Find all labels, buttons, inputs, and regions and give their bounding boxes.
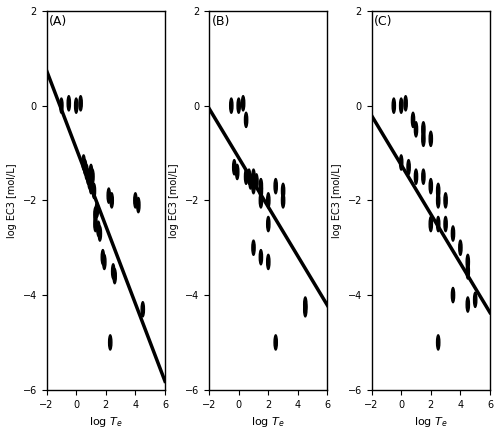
Ellipse shape — [429, 216, 432, 232]
Ellipse shape — [429, 179, 432, 194]
Ellipse shape — [98, 226, 102, 241]
Ellipse shape — [141, 302, 144, 317]
Ellipse shape — [74, 98, 78, 113]
Ellipse shape — [260, 183, 262, 198]
Ellipse shape — [134, 193, 137, 208]
Ellipse shape — [282, 183, 284, 198]
Ellipse shape — [108, 335, 112, 350]
Ellipse shape — [91, 169, 94, 184]
Text: (C): (C) — [374, 15, 392, 28]
Y-axis label: log EC3 [mol/L]: log EC3 [mol/L] — [332, 163, 342, 238]
Ellipse shape — [422, 122, 425, 137]
Ellipse shape — [237, 98, 240, 113]
Ellipse shape — [82, 155, 85, 170]
Ellipse shape — [422, 169, 425, 184]
Ellipse shape — [266, 216, 270, 232]
Ellipse shape — [232, 160, 236, 175]
Y-axis label: log EC3 [mol/L]: log EC3 [mol/L] — [7, 163, 17, 238]
Ellipse shape — [113, 269, 116, 284]
Ellipse shape — [412, 112, 414, 127]
X-axis label: log $T_e$: log $T_e$ — [414, 415, 448, 429]
Ellipse shape — [248, 169, 250, 184]
Ellipse shape — [452, 287, 454, 303]
Ellipse shape — [444, 193, 447, 208]
Ellipse shape — [436, 216, 440, 232]
Ellipse shape — [260, 179, 262, 194]
Ellipse shape — [92, 183, 96, 198]
Ellipse shape — [107, 188, 110, 203]
Ellipse shape — [414, 122, 418, 137]
Ellipse shape — [466, 264, 469, 279]
Ellipse shape — [459, 240, 462, 255]
Ellipse shape — [452, 226, 454, 241]
Ellipse shape — [252, 174, 255, 189]
Ellipse shape — [96, 202, 98, 218]
Text: (B): (B) — [212, 15, 230, 28]
Ellipse shape — [392, 98, 396, 113]
Text: (A): (A) — [49, 15, 67, 28]
Ellipse shape — [249, 174, 252, 189]
Ellipse shape — [444, 216, 447, 232]
Ellipse shape — [274, 335, 278, 350]
Ellipse shape — [242, 96, 245, 111]
Ellipse shape — [90, 179, 92, 194]
Ellipse shape — [94, 216, 97, 232]
Ellipse shape — [404, 96, 407, 111]
Ellipse shape — [400, 98, 403, 113]
Ellipse shape — [252, 240, 255, 255]
Ellipse shape — [274, 179, 278, 194]
Ellipse shape — [94, 207, 97, 222]
Ellipse shape — [230, 98, 233, 113]
Ellipse shape — [266, 254, 270, 269]
Ellipse shape — [474, 292, 477, 307]
Ellipse shape — [252, 179, 255, 194]
Ellipse shape — [244, 112, 248, 127]
Ellipse shape — [110, 193, 114, 208]
Ellipse shape — [400, 155, 403, 170]
Ellipse shape — [88, 174, 91, 189]
Ellipse shape — [84, 160, 86, 175]
Ellipse shape — [304, 302, 307, 317]
Ellipse shape — [266, 193, 270, 208]
Ellipse shape — [436, 335, 440, 350]
Ellipse shape — [136, 198, 140, 213]
Ellipse shape — [436, 193, 440, 208]
Y-axis label: log EC3 [mol/L]: log EC3 [mol/L] — [170, 163, 179, 238]
Ellipse shape — [260, 249, 262, 265]
Ellipse shape — [60, 98, 63, 113]
Ellipse shape — [79, 96, 82, 111]
Ellipse shape — [252, 169, 255, 184]
Ellipse shape — [67, 96, 70, 111]
X-axis label: log $T_e$: log $T_e$ — [252, 415, 285, 429]
Ellipse shape — [436, 183, 440, 198]
Ellipse shape — [466, 254, 469, 269]
Ellipse shape — [97, 221, 100, 236]
Ellipse shape — [429, 131, 432, 146]
Ellipse shape — [90, 164, 92, 180]
Ellipse shape — [282, 193, 284, 208]
Ellipse shape — [422, 131, 425, 146]
Ellipse shape — [112, 264, 115, 279]
Ellipse shape — [304, 297, 307, 312]
Ellipse shape — [260, 193, 262, 208]
Ellipse shape — [244, 169, 248, 184]
Ellipse shape — [236, 164, 239, 180]
Ellipse shape — [86, 169, 90, 184]
Ellipse shape — [466, 297, 469, 312]
Ellipse shape — [407, 160, 410, 175]
X-axis label: log $T_e$: log $T_e$ — [89, 415, 122, 429]
Ellipse shape — [102, 254, 106, 269]
Ellipse shape — [101, 249, 104, 265]
Ellipse shape — [255, 174, 258, 189]
Ellipse shape — [85, 164, 88, 180]
Ellipse shape — [414, 169, 418, 184]
